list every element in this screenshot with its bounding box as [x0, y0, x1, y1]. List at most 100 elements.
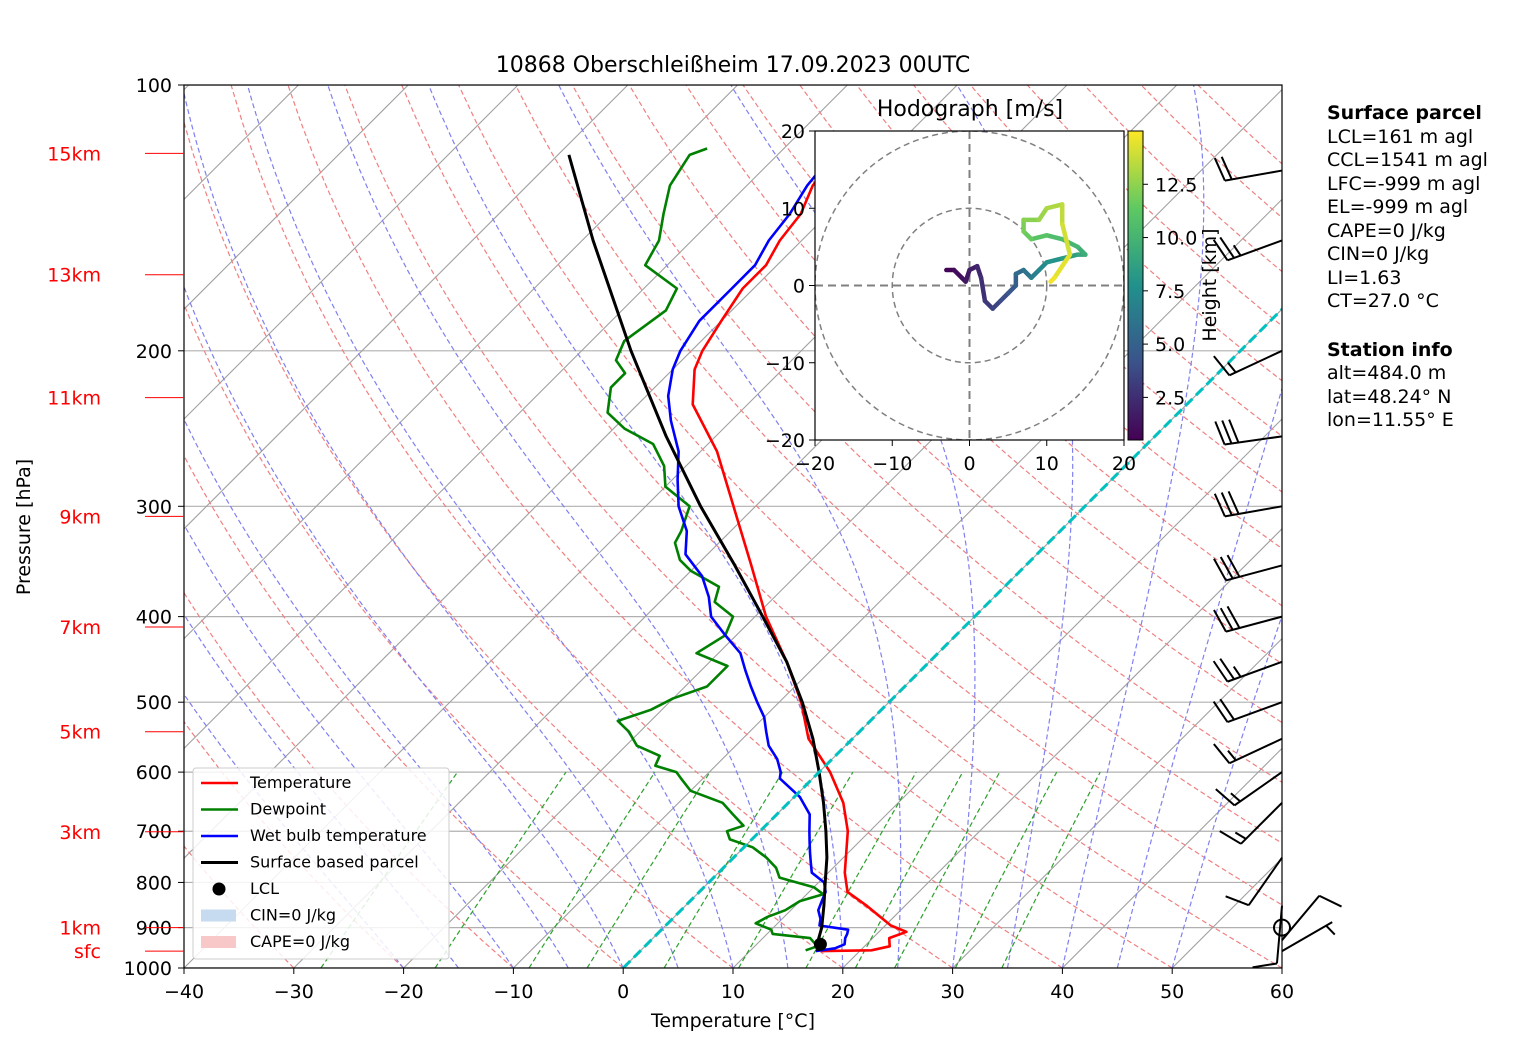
barb-full — [1212, 239, 1229, 261]
isotherm-line — [1062, 747, 1282, 968]
barb-shaft — [1281, 921, 1333, 953]
moist-adiabat-line — [327, 85, 789, 968]
mixing-ratio-line — [805, 771, 917, 968]
y-tick-label: 800 — [136, 872, 172, 894]
y-axis-label: Pressure [hPa] — [13, 459, 35, 595]
colorbar-tick-label: 7.5 — [1155, 281, 1185, 303]
isotherm-line — [184, 85, 519, 420]
y-tick-label: 500 — [136, 692, 172, 714]
moist-adiabat-line — [558, 85, 902, 968]
barb-full — [1212, 660, 1229, 683]
x-tick-label: 30 — [941, 981, 965, 1003]
dry-adiabat-line — [344, 85, 1173, 968]
barb-full — [1318, 894, 1342, 908]
x-tick-label: −20 — [384, 981, 424, 1003]
wind-barb — [1225, 857, 1283, 907]
x-tick-label: 40 — [1050, 981, 1074, 1003]
barb-full — [1214, 421, 1226, 445]
barb-half — [1234, 831, 1247, 840]
x-tick-label: −30 — [274, 981, 314, 1003]
moist-adiabat-line — [1061, 85, 1205, 968]
isotherm-line — [952, 637, 1282, 968]
barb-full — [1213, 558, 1227, 581]
hodograph-segment — [1048, 275, 1057, 284]
x-tick-label: 10 — [721, 981, 745, 1003]
x-tick-label: 20 — [831, 981, 855, 1003]
mixing-ratio-line — [854, 771, 964, 968]
dry-adiabat-line — [514, 85, 1282, 844]
wind-barb — [1212, 658, 1283, 683]
barb-shaft — [1225, 615, 1283, 633]
station-info-line: lat=48.24° N — [1327, 385, 1452, 408]
barb-shaft — [1233, 771, 1283, 807]
colorbar-tick-label: 10.0 — [1155, 228, 1197, 250]
dry-adiabat-line — [184, 302, 734, 968]
hodograph-segment — [1044, 202, 1065, 211]
legend-label: Surface based parcel — [250, 853, 419, 872]
surface-parcel-line: CT=27.0 °C — [1327, 290, 1439, 312]
isotherm-line — [184, 85, 629, 530]
chart-title: 10868 Oberschleißheim 17.09.2023 00UTC — [496, 53, 971, 78]
moist-adiabat-line — [428, 85, 844, 968]
barb-full — [1226, 605, 1241, 629]
colorbar-tick-label: 12.5 — [1155, 174, 1197, 196]
x-tick-label: −10 — [493, 981, 533, 1003]
surface-parcel-line: LCL=161 m agl — [1327, 125, 1474, 148]
barb-full — [1220, 156, 1233, 180]
barb-full — [1219, 236, 1235, 259]
hodograph-x-tick-label: 0 — [963, 453, 975, 475]
surface-parcel-line: CCL=1541 m agl — [1327, 149, 1488, 171]
wind-barb — [1213, 605, 1283, 633]
hodograph-segment — [1059, 221, 1073, 257]
barb-full — [1219, 556, 1234, 580]
isotherm-line — [184, 85, 848, 750]
adiabats — [184, 85, 1282, 968]
barb-half — [1227, 362, 1237, 373]
moist-adiabat-line — [184, 613, 459, 968]
barb-full — [1221, 420, 1233, 444]
isotherm-line — [842, 528, 1282, 968]
barb-full — [1227, 490, 1240, 515]
surface-parcel-line: LFC=-999 m agl — [1327, 172, 1481, 195]
barb-shaft — [1227, 701, 1283, 723]
hodograph: Hodograph [m/s] −20 −10 0 10 20 −20 −10 0 10 20 2.… — [765, 97, 1221, 475]
station-info-header: Station info — [1327, 338, 1453, 361]
legend-label: CAPE=0 J/kg — [250, 932, 350, 951]
hodograph-plot — [815, 131, 1124, 440]
hodograph-y-tick-label: 20 — [781, 121, 805, 143]
barb-shaft — [1240, 802, 1283, 845]
dry-adiabat-line — [401, 85, 1282, 968]
wind-barb — [1212, 698, 1283, 723]
mixing-ratio-line — [738, 771, 854, 968]
isotherm-line — [513, 198, 1282, 968]
hodograph-y-tick-label: 10 — [781, 198, 805, 220]
colorbar-label: Height [km] — [1199, 228, 1221, 341]
barb-shaft — [1229, 349, 1283, 377]
barb-full — [1220, 492, 1233, 516]
moist-adiabat-line — [184, 285, 624, 968]
x-axis-label: Temperature [°C] — [650, 1010, 815, 1032]
axes: −40 −30 −20 −10 0 10 20 30 40 50 60100200300400500… — [47, 75, 1294, 1003]
moist-adiabat-line — [1116, 386, 1282, 968]
moist-adiabat-line — [184, 418, 569, 968]
hodograph-background — [815, 131, 1124, 440]
legend-swatch — [201, 909, 236, 922]
hodograph-x-tick-label: −10 — [872, 453, 912, 475]
legend-label: LCL — [250, 879, 279, 898]
barb-shaft — [1275, 905, 1283, 964]
mixing-ratio-line — [894, 771, 1001, 968]
x-tick-label: 60 — [1270, 981, 1294, 1003]
legend: Temperature Dewpoint Wet bulb temperature S… — [192, 767, 450, 960]
height-tick-label: 7km — [59, 617, 101, 639]
barb-shaft — [1227, 239, 1283, 262]
hodograph-title: Hodograph [m/s] — [877, 97, 1063, 122]
lcl-marker — [813, 937, 827, 951]
barb-half — [1227, 750, 1237, 761]
barb-full — [1226, 554, 1241, 578]
surface-parcel-line: LI=1.63 — [1327, 266, 1402, 289]
hodograph-segment — [1044, 256, 1065, 265]
barb-full — [1213, 493, 1226, 517]
wind-barbs — [1212, 156, 1342, 969]
mixing-ratio-line — [954, 771, 1058, 968]
